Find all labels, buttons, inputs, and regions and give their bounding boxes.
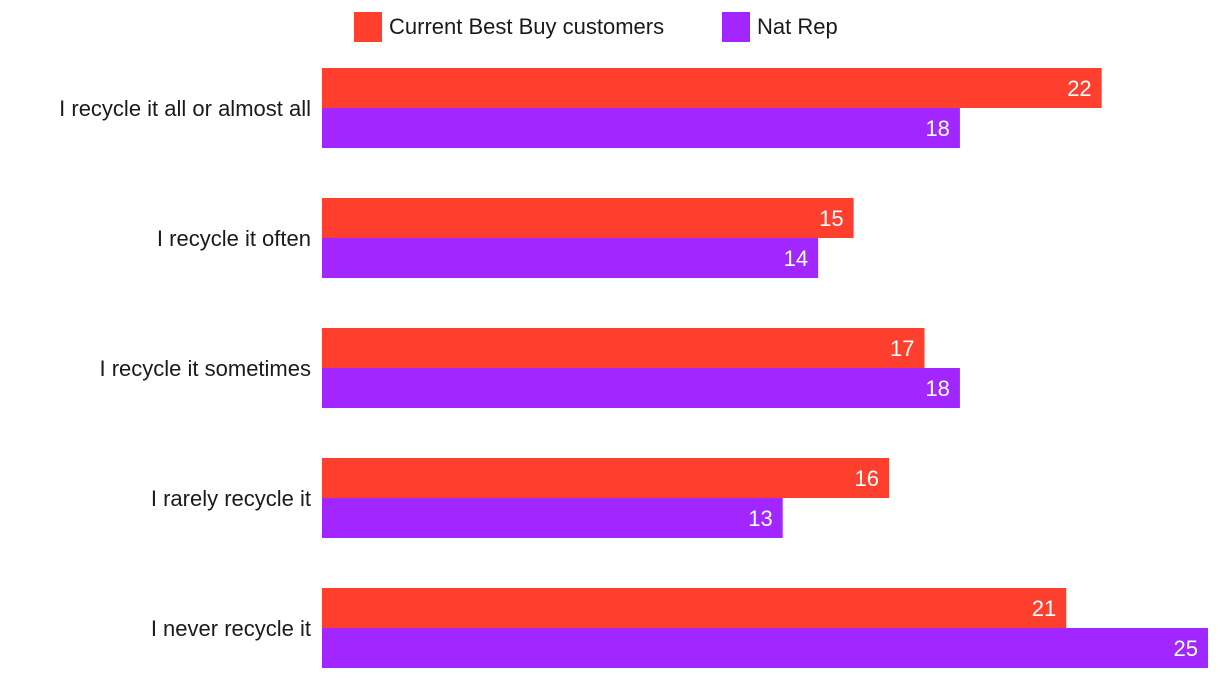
legend-swatch-current-best-buy-customers xyxy=(354,12,382,42)
data-label-nat-rep-i-recycle-it-all-or-almost-all: 18 xyxy=(925,116,949,141)
data-labels: 22 18 15 14 17 18 16 13 21 25 xyxy=(748,76,1198,661)
data-label-current-best-buy-customers-i-never-recycle-it: 21 xyxy=(1032,596,1056,621)
data-label-current-best-buy-customers-i-recycle-it-sometimes: 17 xyxy=(890,336,914,361)
data-label-current-best-buy-customers-i-rarely-recycle-it: 16 xyxy=(855,466,879,491)
bar-current-best-buy-customers-i-recycle-it-sometimes xyxy=(322,328,925,368)
bar-nat-rep-i-recycle-it-often xyxy=(322,238,819,278)
legend-label-nat-rep: Nat Rep xyxy=(757,14,838,39)
category-label: I recycle it often xyxy=(157,226,311,251)
data-label-nat-rep-i-recycle-it-often: 14 xyxy=(784,246,808,271)
bar-current-best-buy-customers-i-recycle-it-all-or-almost-all xyxy=(322,68,1102,108)
bar-current-best-buy-customers-i-recycle-it-often xyxy=(322,198,854,238)
data-label-nat-rep-i-recycle-it-sometimes: 18 xyxy=(925,376,949,401)
data-label-current-best-buy-customers-i-recycle-it-often: 15 xyxy=(819,206,843,231)
legend-label-current-best-buy-customers: Current Best Buy customers xyxy=(389,14,664,39)
bar-current-best-buy-customers-i-never-recycle-it xyxy=(322,588,1067,628)
chart-legend: Current Best Buy customers Nat Rep xyxy=(354,12,838,42)
category-label: I never recycle it xyxy=(151,616,311,641)
category-axis-labels: I recycle it all or almost all I recycle … xyxy=(59,96,311,641)
category-label: I rarely recycle it xyxy=(151,486,311,511)
category-label: I recycle it sometimes xyxy=(100,356,312,381)
bar-nat-rep-i-never-recycle-it xyxy=(322,628,1208,668)
category-label: I recycle it all or almost all xyxy=(59,96,311,121)
data-label-nat-rep-i-rarely-recycle-it: 13 xyxy=(748,506,772,531)
data-label-current-best-buy-customers-i-recycle-it-all-or-almost-all: 22 xyxy=(1067,76,1091,101)
bar-nat-rep-i-recycle-it-sometimes xyxy=(322,368,960,408)
data-label-nat-rep-i-never-recycle-it: 25 xyxy=(1174,636,1198,661)
bar-nat-rep-i-rarely-recycle-it xyxy=(322,498,783,538)
bar-nat-rep-i-recycle-it-all-or-almost-all xyxy=(322,108,960,148)
bar-current-best-buy-customers-i-rarely-recycle-it xyxy=(322,458,890,498)
bar-series-group xyxy=(322,68,1208,668)
legend-swatch-nat-rep xyxy=(722,12,750,42)
